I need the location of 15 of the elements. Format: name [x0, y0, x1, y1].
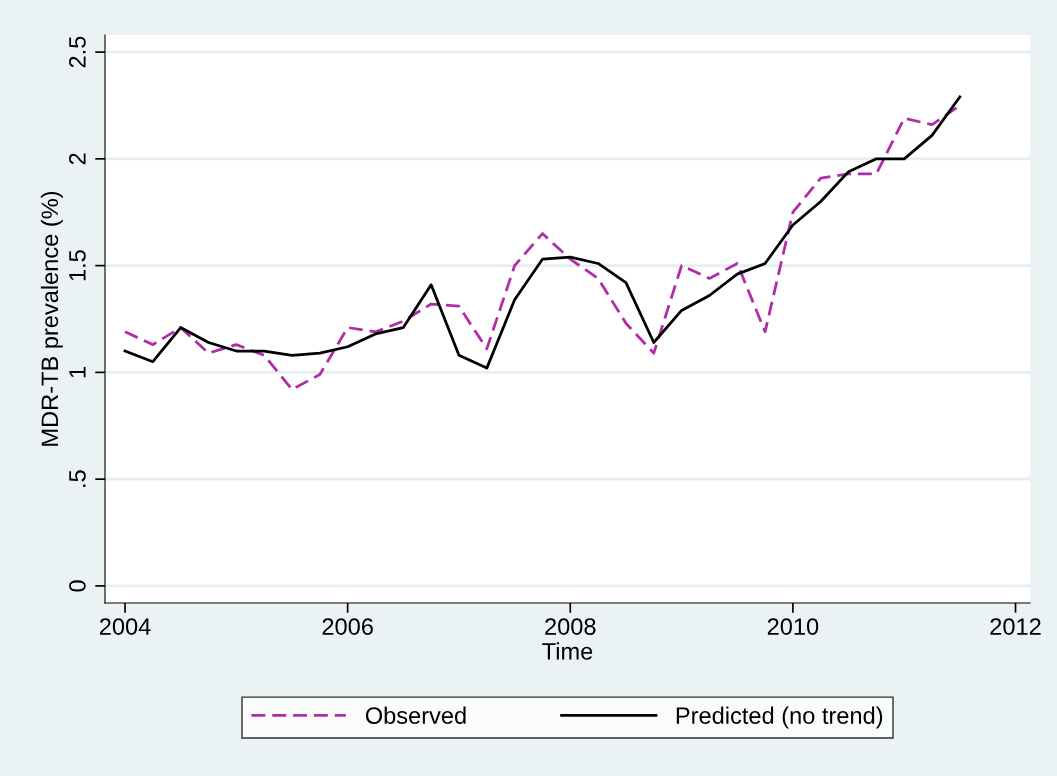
y-axis-title: MDR-TB prevalence (%): [40, 191, 63, 446]
x-axis-title: Time: [542, 642, 593, 660]
y-tick-label: .5: [69, 470, 86, 487]
y-tick-label: 0: [69, 580, 86, 592]
x-tick-label: 2004: [99, 618, 151, 635]
x-tick-label: 2008: [545, 618, 596, 635]
y-tick-label: 2: [69, 153, 86, 165]
y-tick-label: 2.5: [69, 36, 86, 68]
legend-label: Observed: [365, 706, 466, 724]
x-tick-label: 2010: [767, 618, 819, 635]
legend-label: Predicted (no trend): [676, 706, 883, 729]
x-tick-label: 2012: [990, 618, 1041, 635]
x-tick-label: 2006: [322, 618, 373, 635]
y-tick-label: 1: [69, 366, 86, 378]
y-tick-label: 1.5: [69, 250, 86, 281]
